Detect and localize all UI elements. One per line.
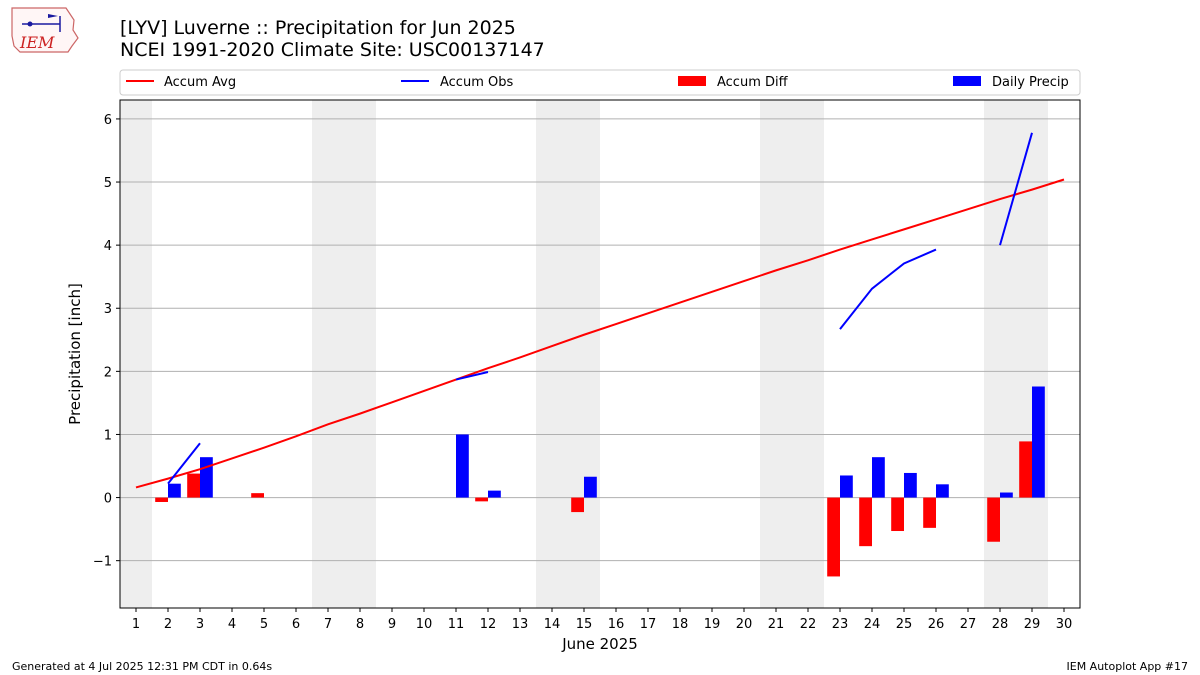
lines (135, 132, 1065, 489)
iem-logo: IEM (11, 7, 79, 53)
legend-obs-label: Accum Obs (440, 75, 513, 90)
legend-box (119, 69, 1081, 96)
daily-precip-bar-day-11 (456, 434, 469, 498)
x-tick-label: 28 (992, 617, 1009, 632)
x-tick-label: 21 (768, 617, 785, 632)
accum-diff-bar-day-5 (251, 493, 264, 498)
x-tick-label: 2 (164, 617, 172, 632)
x-tick-label: 25 (896, 617, 913, 632)
x-tick-label: 6 (292, 617, 300, 632)
accum-diff-bar-day-26 (923, 497, 936, 528)
x-tick-label: 10 (416, 617, 433, 632)
y-tick-label: 1 (104, 428, 112, 443)
weekend-shade-day-29 (1016, 100, 1048, 608)
plot-frame (119, 99, 1081, 609)
accum-avg-line (135, 178, 1065, 489)
x-tick-label: 5 (260, 617, 268, 632)
daily-precip-bar-day-24 (872, 457, 885, 498)
accum-diff-bar-day-3 (187, 473, 200, 498)
daily-precip-bar-day-2 (168, 483, 181, 498)
weekend-shade-day-22 (792, 100, 824, 608)
accum-diff-bar-day-23 (827, 497, 840, 577)
daily-precip-bar-day-15 (584, 476, 597, 498)
x-tick-label: 12 (480, 617, 497, 632)
x-tick-label: 15 (576, 617, 593, 632)
daily-precip-bar-day-3 (200, 457, 213, 498)
accum-obs-line-segment-1 (167, 442, 201, 485)
y-tick-label: 4 (104, 239, 112, 254)
weekend-shade-day-8 (344, 100, 376, 608)
y-tick-label: 5 (104, 176, 112, 191)
daily-precip-bar-day-29 (1032, 386, 1045, 498)
chart-subtitle: NCEI 1991-2020 Climate Site: USC00137147 (120, 39, 545, 61)
chart-title: [LYV] Luverne :: Precipitation for Jun 2… (120, 17, 516, 39)
weekend-shade-day-21 (760, 100, 792, 608)
y-tick-label: 2 (104, 365, 112, 380)
accum-obs-line-segment-3 (839, 248, 937, 330)
x-tick-label: 27 (960, 617, 977, 632)
weekend-shade-day-1 (120, 100, 152, 608)
daily-precip-bar-day-26 (936, 484, 949, 498)
legend-daily-label: Daily Precip (992, 75, 1069, 90)
x-ticks: 1 2 3 4 5 6 7 8 9 10 11 12 13 14 15 16 17 18 19 20 21 22 23 24 2… (132, 608, 1072, 632)
accum-diff-bar-day-28 (987, 497, 1000, 542)
generated-note: Generated at 4 Jul 2025 12:31 PM CDT in … (12, 660, 273, 673)
x-tick-label: 9 (388, 617, 396, 632)
accum-diff-bar-day-29 (1019, 441, 1032, 498)
x-tick-label: 11 (448, 617, 465, 632)
legend-diff-swatch (678, 76, 706, 86)
weekend-shade-day-14 (536, 100, 568, 608)
app-note: IEM Autoplot App #17 (1066, 660, 1189, 673)
weekend-shading (120, 100, 1048, 608)
accum-diff-bar-day-24 (859, 497, 872, 547)
y-ticks: −1 0 1 2 3 4 5 6 (93, 113, 120, 570)
x-tick-label: 19 (704, 617, 721, 632)
accum-obs-line-segment-4 (999, 132, 1033, 246)
accum-diff-bar-day-25 (891, 497, 904, 532)
daily-precip-bar-day-28 (1000, 492, 1013, 498)
x-tick-label: 4 (228, 617, 236, 632)
legend-avg-label: Accum Avg (164, 75, 236, 90)
x-tick-label: 29 (1024, 617, 1041, 632)
x-tick-label: 14 (544, 617, 561, 632)
daily-precip-bar-day-23 (840, 475, 853, 498)
y-axis-label: Precipitation [inch] (66, 283, 84, 425)
x-tick-label: 16 (608, 617, 625, 632)
legend-diff-label: Accum Diff (717, 75, 789, 90)
x-tick-label: 1 (132, 617, 140, 632)
x-tick-label: 23 (832, 617, 849, 632)
svg-text:IEM: IEM (19, 33, 55, 52)
y-tick-label: 0 (104, 492, 112, 507)
x-tick-label: 13 (512, 617, 529, 632)
weekend-shade-day-15 (568, 100, 600, 608)
daily-precip-bar-day-12 (488, 490, 501, 498)
grid-lines (120, 118, 1080, 562)
x-tick-label: 18 (672, 617, 689, 632)
weekend-shade-day-7 (312, 100, 344, 608)
y-tick-label: 3 (104, 302, 112, 317)
daily-precip-bar-day-25 (904, 472, 917, 498)
x-tick-label: 8 (356, 617, 364, 632)
x-tick-label: 3 (196, 617, 204, 632)
y-tick-label: 6 (104, 113, 112, 128)
x-axis-label: June 2025 (561, 635, 638, 653)
x-tick-label: 20 (736, 617, 753, 632)
x-tick-label: 26 (928, 617, 945, 632)
accum-diff-bar-day-2 (155, 497, 168, 502)
x-tick-label: 22 (800, 617, 817, 632)
y-tick-label: −1 (93, 555, 112, 570)
legend: Accum Avg Accum Obs Accum Diff Daily Pre… (119, 69, 1081, 96)
x-tick-label: 7 (324, 617, 332, 632)
x-tick-label: 17 (640, 617, 657, 632)
x-tick-label: 24 (864, 617, 881, 632)
legend-daily-swatch (953, 76, 981, 86)
accum-obs-line-segment-2 (455, 371, 489, 381)
accum-diff-bar-day-12 (475, 497, 488, 502)
bars (155, 386, 1045, 577)
x-tick-label: 30 (1056, 617, 1073, 632)
accum-diff-bar-day-15 (571, 497, 584, 513)
